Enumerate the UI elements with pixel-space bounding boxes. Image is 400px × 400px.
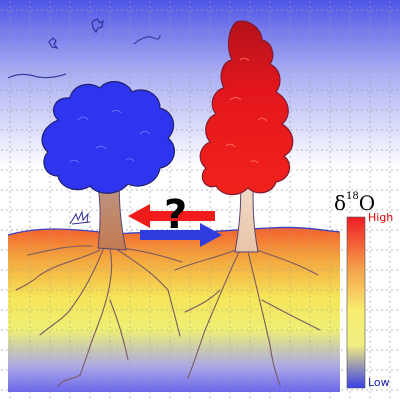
grass-tuft-icon — [69, 210, 91, 225]
root-system — [15, 244, 321, 387]
tree-canopy-icon — [199, 20, 294, 196]
scale-low-label: Low — [368, 376, 390, 389]
blue-canopy-texture — [69, 109, 151, 164]
dotted-grid-soil — [8, 226, 340, 392]
isotope-scale-bar — [346, 216, 366, 389]
delta-symbol: δ — [334, 191, 347, 215]
bidirectional-arrow-icon — [128, 204, 222, 247]
red-canopy-texture — [225, 57, 268, 164]
element-symbol: O — [358, 191, 376, 215]
isotope-scale-title: δ18O — [334, 191, 376, 215]
bird-icon — [7, 18, 161, 79]
scale-high-label: High — [368, 211, 394, 224]
exchange-question-mark: ? — [164, 192, 188, 238]
isotope-mass-number: 18 — [346, 191, 359, 202]
tree-canopy-icon — [41, 81, 176, 194]
